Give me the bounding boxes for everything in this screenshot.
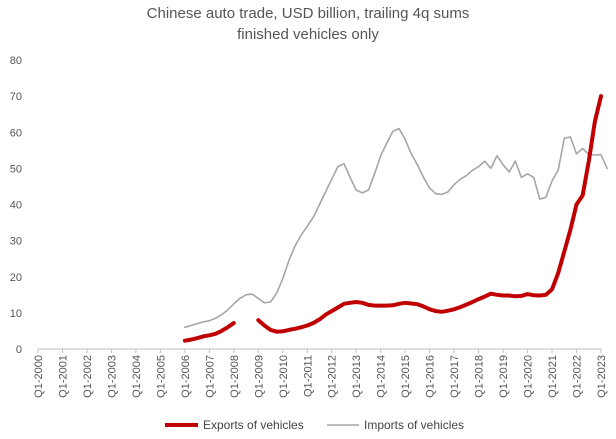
x-tick-label: Q1-2007 (204, 355, 216, 398)
chart-subtitle: finished vehicles only (237, 26, 379, 43)
y-tick-label: 20 (10, 272, 22, 284)
x-tick-label: Q1-2014 (376, 355, 388, 398)
x-tick-label: Q1-2023 (596, 355, 608, 398)
x-tick-label: Q1-2022 (572, 355, 584, 398)
y-tick-label: 70 (10, 91, 22, 103)
x-tick-label: Q1-2015 (400, 355, 412, 398)
series-line-exports-of-vehicles (256, 94, 603, 334)
series-line-imports-of-vehicles (184, 127, 608, 329)
x-tick-label: Q1-2016 (425, 355, 437, 398)
y-tick-label: 40 (10, 200, 22, 212)
x-tick-label: Q1-2018 (474, 355, 486, 398)
x-tick-label: Q1-2019 (498, 355, 510, 398)
x-tick-label: Q1-2008 (229, 355, 241, 398)
y-tick-label: 50 (10, 163, 22, 175)
y-tick-label: 30 (10, 236, 22, 248)
x-tick-label: Q1-2005 (155, 355, 167, 398)
chart-title: Chinese auto trade, USD billion, trailin… (146, 5, 470, 22)
x-tick-label: Q1-2000 (33, 355, 45, 398)
x-tick-label: Q1-2006 (180, 355, 192, 398)
x-tick-label: Q1-2003 (106, 355, 118, 398)
x-tick-label: Q1-2012 (327, 355, 339, 398)
x-tick-label: Q1-2009 (253, 355, 265, 398)
legend-label: Imports of vehicles (364, 418, 464, 432)
y-tick-label: 10 (10, 308, 22, 320)
series-line-exports-of-vehicles (182, 321, 236, 343)
x-tick-label: Q1-2002 (82, 355, 94, 398)
x-tick-label: Q1-2011 (302, 355, 314, 397)
x-tick-label: Q1-2021 (547, 355, 559, 398)
legend-label: Exports of vehicles (203, 418, 304, 432)
x-tick-label: Q1-2004 (131, 355, 143, 398)
x-tick-label: Q1-2013 (351, 355, 363, 398)
y-tick-label: 60 (10, 127, 22, 139)
x-tick-label: Q1-2010 (278, 355, 290, 398)
x-tick-label: Q1-2001 (57, 355, 69, 398)
x-tick-label: Q1-2020 (523, 355, 535, 398)
x-tick-label: Q1-2017 (449, 355, 461, 398)
y-tick-label: 0 (16, 344, 22, 356)
y-tick-label: 80 (10, 55, 22, 67)
